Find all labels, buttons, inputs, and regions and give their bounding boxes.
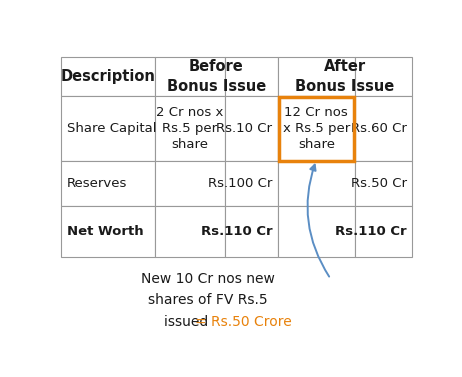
- Bar: [155, 96, 225, 161]
- Text: Description: Description: [61, 69, 156, 84]
- Bar: [61, 96, 155, 161]
- Bar: [355, 161, 412, 206]
- Text: issued: issued: [164, 315, 213, 329]
- Bar: [61, 206, 155, 257]
- Bar: [155, 161, 225, 206]
- Text: shares of FV Rs.5: shares of FV Rs.5: [148, 293, 268, 307]
- Text: After
Bonus Issue: After Bonus Issue: [295, 59, 395, 93]
- Text: Net Worth: Net Worth: [67, 225, 143, 238]
- Text: Rs.110 Cr: Rs.110 Cr: [335, 225, 407, 238]
- Text: Rs.100 Cr: Rs.100 Cr: [208, 178, 272, 190]
- Bar: [225, 96, 278, 161]
- Text: = Rs.50 Crore: = Rs.50 Crore: [195, 315, 292, 329]
- Bar: [355, 57, 412, 96]
- Bar: [225, 57, 278, 96]
- Text: Rs.10 Cr: Rs.10 Cr: [216, 122, 272, 135]
- Bar: [278, 57, 355, 96]
- Text: 2 Cr nos x
Rs.5 per
share: 2 Cr nos x Rs.5 per share: [156, 106, 224, 151]
- Bar: [155, 57, 225, 96]
- Text: Reserves: Reserves: [67, 178, 127, 190]
- Text: Before
Bonus Issue: Before Bonus Issue: [167, 59, 266, 93]
- Text: Rs.50 Cr: Rs.50 Cr: [351, 178, 407, 190]
- Text: Rs.110 Cr: Rs.110 Cr: [201, 225, 272, 238]
- Bar: [225, 161, 278, 206]
- Bar: [278, 161, 355, 206]
- Bar: [278, 96, 355, 161]
- Bar: [225, 206, 278, 257]
- Bar: [355, 206, 412, 257]
- Bar: [278, 206, 355, 257]
- Bar: [355, 96, 412, 161]
- Bar: [279, 97, 354, 161]
- Bar: [155, 206, 225, 257]
- Text: New 10 Cr nos new: New 10 Cr nos new: [141, 272, 275, 286]
- Bar: [61, 161, 155, 206]
- Text: 12 Cr nos
x Rs.5 per
share: 12 Cr nos x Rs.5 per share: [283, 106, 350, 151]
- Text: Share Capital: Share Capital: [67, 122, 156, 135]
- Text: Rs.60 Cr: Rs.60 Cr: [351, 122, 407, 135]
- Bar: [61, 57, 155, 96]
